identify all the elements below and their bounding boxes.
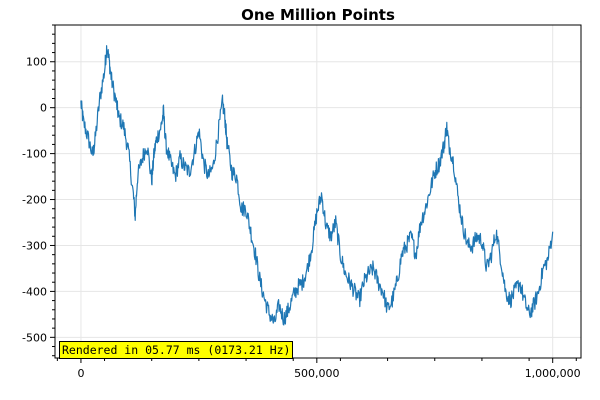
y-tick-label: -400 [22,285,47,298]
render-time-badge: Rendered in 05.77 ms (0173.21 Hz) [59,341,294,359]
y-tick-label: 0 [40,102,47,115]
grid-lines [55,25,581,358]
y-tick-label: -200 [22,194,47,207]
series-layer [80,45,554,326]
x-axis: 0 500,000 1,000,000 [77,358,581,380]
x-tick-label: 1,000,000 [525,367,581,380]
y-tick-label: -500 [22,331,47,344]
y-axis: 100 0 -100 -200 -300 -400 -500 [22,56,55,344]
y-tick-label: 100 [26,56,47,69]
series-line [80,45,554,326]
y-tick-label: -100 [22,148,47,161]
plot-frame [54,24,582,359]
x-tick-label: 0 [77,367,84,380]
chart-title: One Million Points [241,6,395,24]
minor-ticks [52,24,577,361]
y-tick-label: -300 [22,239,47,252]
x-tick-label: 500,000 [294,367,340,380]
